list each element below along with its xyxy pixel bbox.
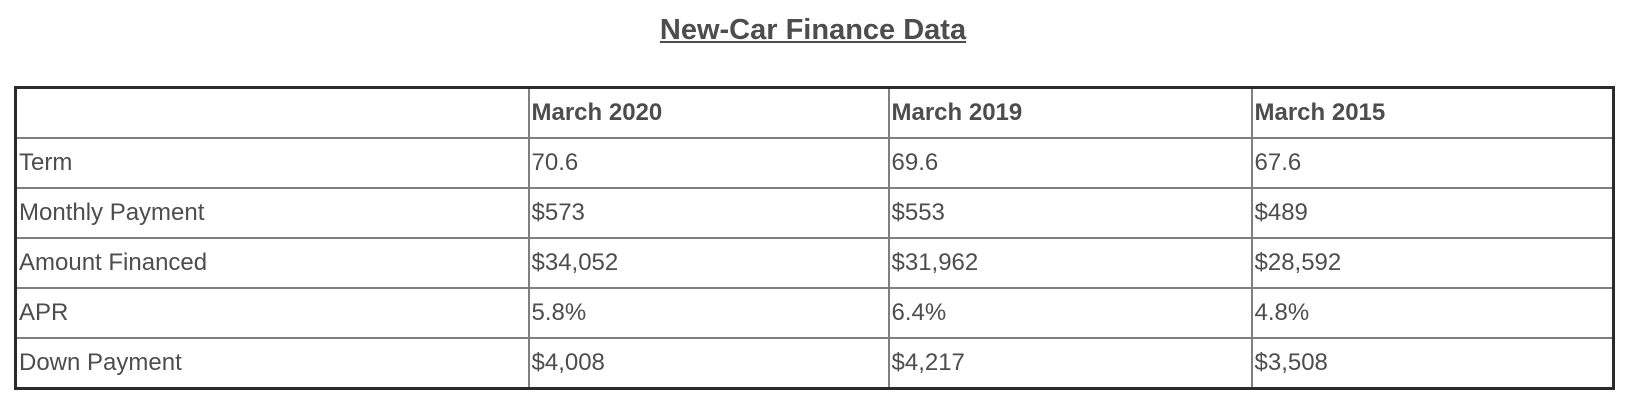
cell-monthly-payment-march-2019: $553 [887, 187, 1253, 239]
table-row-down-payment: Down Payment $4,008 $4,217 $3,508 [14, 337, 1615, 390]
cell-down-payment-march-2019: $4,217 [887, 337, 1253, 390]
cell-apr-march-2015: 4.8% [1250, 287, 1615, 339]
table-row-amount-financed: Amount Financed $34,052 $31,962 $28,592 [14, 237, 1615, 289]
row-label-down-payment: Down Payment [14, 337, 530, 390]
cell-term-march-2015: 67.6 [1250, 137, 1615, 189]
table-row-monthly-payment: Monthly Payment $573 $553 $489 [14, 187, 1615, 239]
row-label-term: Term [14, 137, 530, 189]
cell-term-march-2020: 70.6 [527, 137, 890, 189]
table-header-row: March 2020 March 2019 March 2015 [14, 86, 1615, 139]
column-header-march-2020: March 2020 [527, 86, 890, 139]
cell-apr-march-2020: 5.8% [527, 287, 890, 339]
cell-amount-financed-march-2015: $28,592 [1250, 237, 1615, 289]
row-label-monthly-payment: Monthly Payment [14, 187, 530, 239]
table-row-term: Term 70.6 69.6 67.6 [14, 137, 1615, 189]
cell-apr-march-2019: 6.4% [887, 287, 1253, 339]
column-header-blank [14, 86, 530, 139]
row-label-apr: APR [14, 287, 530, 339]
table-row-apr: APR 5.8% 6.4% 4.8% [14, 287, 1615, 339]
finance-table: March 2020 March 2019 March 2015 Term 70… [14, 86, 1615, 390]
column-header-march-2015: March 2015 [1250, 86, 1615, 139]
cell-down-payment-march-2015: $3,508 [1250, 337, 1615, 390]
cell-amount-financed-march-2019: $31,962 [887, 237, 1253, 289]
cell-amount-financed-march-2020: $34,052 [527, 237, 890, 289]
cell-down-payment-march-2020: $4,008 [527, 337, 890, 390]
cell-monthly-payment-march-2020: $573 [527, 187, 890, 239]
row-label-amount-financed: Amount Financed [14, 237, 530, 289]
cell-term-march-2019: 69.6 [887, 137, 1253, 189]
cell-monthly-payment-march-2015: $489 [1250, 187, 1615, 239]
column-header-march-2019: March 2019 [887, 86, 1253, 139]
page-title: New-Car Finance Data [659, 14, 967, 46]
